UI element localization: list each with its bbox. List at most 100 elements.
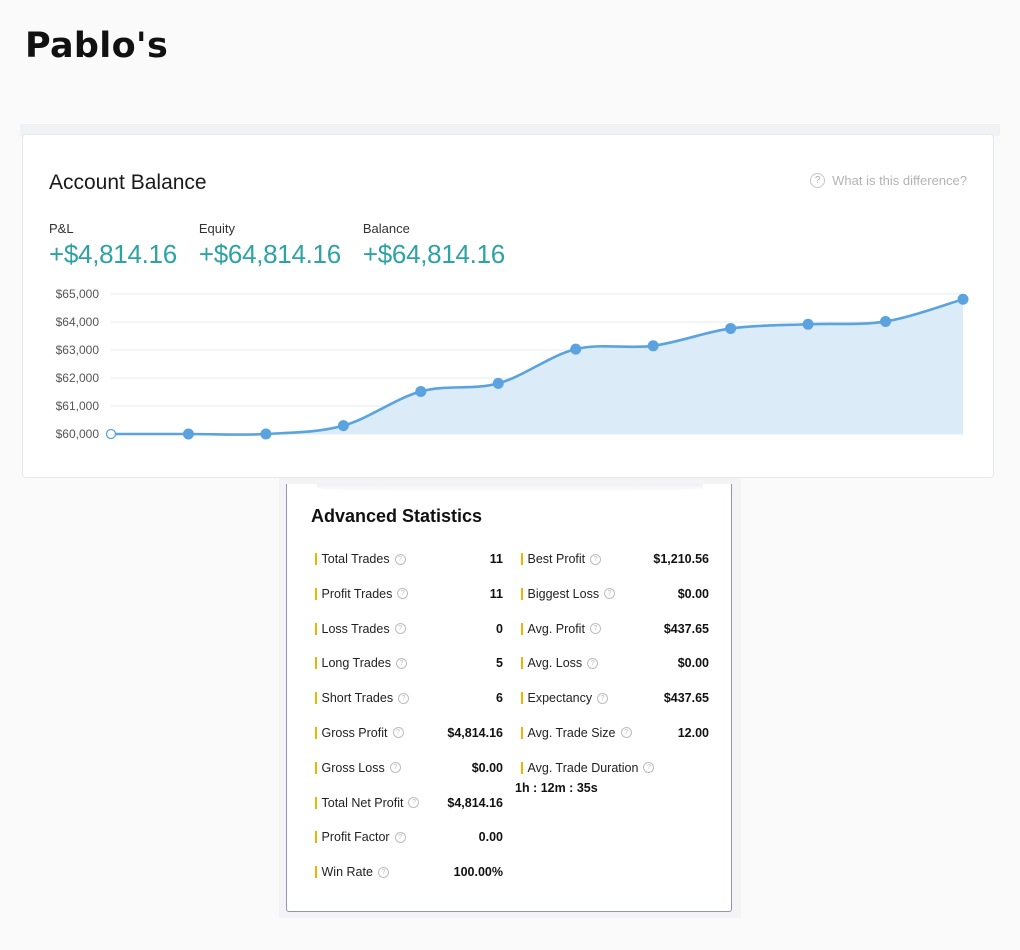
info-icon[interactable]: ?: [389, 762, 401, 774]
metric-value: +$4,814.16: [49, 239, 177, 269]
metric-label: Balance: [362, 221, 410, 236]
stat-label: Expectancy: [527, 691, 593, 706]
marker-bar: [315, 796, 317, 809]
stat-label-group: Short Trades?: [315, 691, 410, 706]
data-point: [880, 315, 892, 327]
stat-value: 12.00: [677, 725, 709, 740]
page-title: Pablo's: [25, 26, 169, 66]
info-icon[interactable]: ?: [589, 623, 601, 635]
marker-bar: [315, 622, 317, 635]
stat-row: Total Trades? 11: [315, 552, 503, 587]
marker-bar: [315, 831, 317, 844]
stat-row: Avg. Profit? $437.65: [521, 622, 709, 657]
data-point: [957, 293, 969, 305]
info-icon[interactable]: ?: [408, 797, 420, 809]
card-title: Account Balance: [49, 171, 207, 194]
stat-label: Biggest Loss: [527, 586, 600, 601]
info-icon[interactable]: ?: [377, 866, 389, 878]
stat-row: Avg. Trade Size? 12.00: [521, 726, 709, 761]
stat-value: $1,210.56: [653, 552, 709, 566]
info-icon[interactable]: ?: [590, 553, 602, 565]
stat-value: 6: [496, 691, 503, 706]
info-icon[interactable]: ?: [394, 623, 406, 635]
info-icon[interactable]: ?: [394, 831, 406, 843]
marker-bar: [315, 692, 317, 705]
stats-column-right: Best Profit? $1,210.56 Biggest Loss? $0.00 A…: [515, 552, 709, 796]
stat-value: 0.00: [478, 830, 503, 845]
info-icon[interactable]: ?: [587, 657, 599, 669]
stat-label: Short Trades: [321, 691, 394, 706]
marker-bar: [521, 657, 523, 670]
info-icon[interactable]: ?: [394, 553, 406, 565]
stat-label-group: Profit Trades?: [315, 586, 409, 601]
data-point: [182, 428, 194, 440]
marker-bar: [315, 587, 317, 600]
stat-label: Gross Profit: [321, 725, 388, 740]
advanced-statistics-card: Advanced Statistics Total Trades? 11 Profi…: [286, 484, 732, 912]
data-point: [725, 322, 737, 334]
marker-bar: [521, 622, 523, 635]
stat-label-group: Total Trades?: [315, 552, 406, 566]
stat-row: Profit Factor? 0.00: [315, 830, 503, 865]
stat-label: Profit Trades: [321, 586, 393, 601]
stat-value: 11: [489, 586, 503, 601]
y-tick-label: $61,000: [56, 399, 100, 413]
marker-bar: [521, 553, 523, 565]
stat-row: Best Profit? $1,210.56: [521, 552, 709, 587]
stat-value: 100.00%: [453, 865, 503, 880]
stat-label: Avg. Trade Duration: [527, 760, 639, 775]
data-point: [415, 385, 427, 397]
data-point: [570, 343, 582, 355]
stat-value: 1h : 12m : 35s: [515, 780, 598, 795]
stat-row: Win Rate? 100.00%: [315, 865, 503, 900]
info-icon[interactable]: ?: [397, 588, 409, 600]
help-link[interactable]: ? What is this difference?: [810, 173, 967, 188]
marker-bar: [521, 587, 523, 600]
stat-label: Long Trades: [321, 656, 392, 671]
stat-label: Avg. Loss: [527, 656, 583, 671]
stat-label-group: Gross Profit?: [315, 726, 404, 740]
stat-label: Loss Trades: [321, 621, 390, 636]
info-icon[interactable]: ?: [604, 588, 616, 600]
marker-bar: [315, 726, 317, 739]
y-tick-label: $64,000: [56, 315, 100, 329]
stat-row: Loss Trades? 0: [315, 622, 503, 657]
stats-shadow: [317, 484, 703, 492]
metric-label: P&L: [49, 221, 74, 236]
info-icon[interactable]: ?: [620, 727, 632, 739]
stat-value: $437.65: [663, 691, 709, 706]
y-tick-label: $63,000: [56, 343, 100, 357]
stat-value: 5: [496, 656, 503, 671]
stat-label-group: Avg. Trade Duration?: [521, 760, 655, 775]
metric-balance: Balance +$64,814.16: [363, 221, 505, 270]
metric-label: Equity: [198, 221, 235, 236]
account-balance-card: Account Balance ? What is this differenc…: [22, 134, 994, 478]
stat-label: Gross Loss: [321, 760, 385, 775]
stat-value: $0.00: [471, 760, 503, 775]
stat-value: $0.00: [677, 586, 709, 601]
info-icon[interactable]: ?: [597, 692, 609, 704]
data-point: [492, 377, 504, 389]
stat-row-duration: Avg. Trade Duration? 1h : 12m : 35s: [515, 760, 709, 796]
info-icon[interactable]: ?: [392, 727, 404, 739]
stat-row: Profit Trades? 11: [315, 587, 503, 622]
stat-row: Expectancy? $437.65: [521, 691, 709, 726]
marker-bar: [521, 726, 523, 739]
info-icon[interactable]: ?: [398, 692, 410, 704]
data-point: [802, 318, 814, 330]
stat-label-group: Gross Loss?: [315, 761, 401, 775]
marker-bar: [521, 692, 523, 705]
stat-row: Short Trades? 6: [315, 691, 503, 726]
marker-bar: [315, 761, 317, 774]
info-icon[interactable]: ?: [643, 762, 655, 774]
stats-title: Advanced Statistics: [311, 506, 483, 526]
stat-label: Profit Factor: [321, 830, 390, 845]
stat-label-group: Loss Trades?: [315, 622, 406, 636]
stat-row: Gross Loss? $0.00: [315, 761, 503, 796]
stats-column-left: Total Trades? 11 Profit Trades? 11 Loss Trad…: [315, 552, 503, 900]
help-link-text: What is this difference?: [832, 173, 967, 188]
balance-chart: $65,000 $64,000 $63,000 $62,000 $61,000 $60,0…: [56, 287, 969, 441]
top-strip: [20, 124, 1000, 136]
stat-label-group: Avg. Trade Size?: [521, 726, 632, 740]
info-icon[interactable]: ?: [396, 657, 407, 669]
